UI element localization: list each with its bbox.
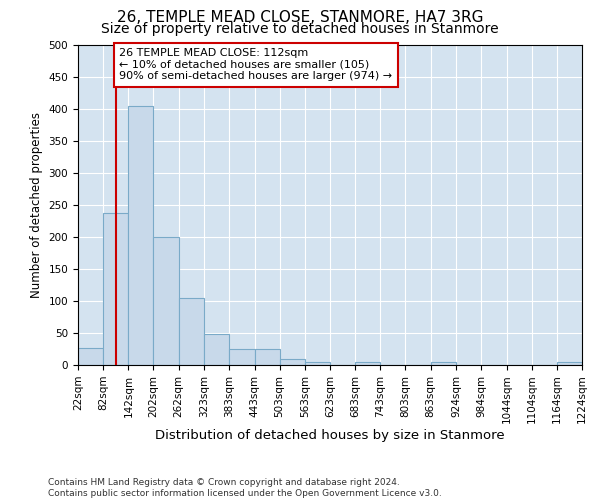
Bar [431,362,456,365]
Bar [128,106,154,365]
Bar [154,237,179,365]
Bar [557,362,582,365]
Bar [229,349,254,365]
Bar [204,334,229,365]
Bar [254,349,280,365]
Text: 26, TEMPLE MEAD CLOSE, STANMORE, HA7 3RG: 26, TEMPLE MEAD CLOSE, STANMORE, HA7 3RG [117,10,483,25]
Bar [305,362,330,365]
Text: Contains HM Land Registry data © Crown copyright and database right 2024.
Contai: Contains HM Land Registry data © Crown c… [48,478,442,498]
Text: Size of property relative to detached houses in Stanmore: Size of property relative to detached ho… [101,22,499,36]
X-axis label: Distribution of detached houses by size in Stanmore: Distribution of detached houses by size … [155,429,505,442]
Text: 26 TEMPLE MEAD CLOSE: 112sqm
← 10% of detached houses are smaller (105)
90% of s: 26 TEMPLE MEAD CLOSE: 112sqm ← 10% of de… [119,48,392,82]
Bar [103,212,128,365]
Bar [78,348,103,365]
Bar [280,358,305,365]
Bar [355,362,380,365]
Y-axis label: Number of detached properties: Number of detached properties [30,112,43,298]
Bar [179,298,204,365]
